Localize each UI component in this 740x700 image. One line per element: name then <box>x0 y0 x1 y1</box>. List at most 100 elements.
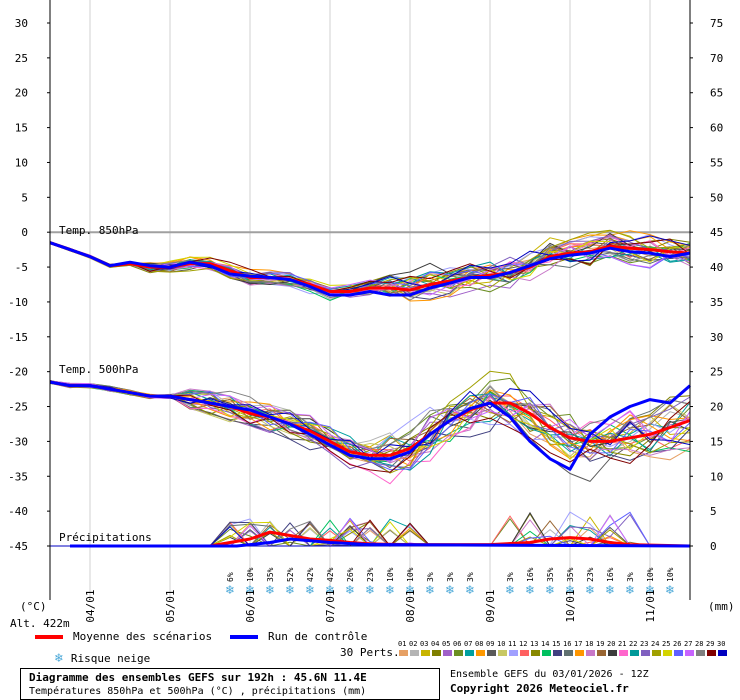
perturbation-number: 25 <box>662 640 671 648</box>
left-tick-label: -10 <box>8 296 28 309</box>
left-tick-label: 0 <box>21 226 28 239</box>
snowflake-icon: ❄ <box>425 583 435 597</box>
perturbation-swatch <box>487 650 496 656</box>
snowflake-icon: ❄ <box>525 583 535 597</box>
perturbation-swatch <box>564 650 573 656</box>
left-tick-label: 30 <box>15 17 28 30</box>
right-axis-unit: (mm) <box>708 600 735 613</box>
left-tick-label: 15 <box>15 122 28 135</box>
perturbation-swatch <box>586 650 595 656</box>
perturbation-swatch <box>410 650 419 656</box>
copyright-label: Copyright 2026 Meteociel.fr <box>450 682 629 695</box>
right-tick-label: 35 <box>710 296 723 309</box>
member-850-line <box>49 229 691 296</box>
snow-risk-value: 3% <box>506 572 515 582</box>
right-tick-label: 5 <box>710 505 717 518</box>
left-tick-label: -40 <box>8 505 28 518</box>
legend-snow-label: Risque neige <box>70 652 151 665</box>
legend-mean: Moyenne des scénarios <box>35 630 212 643</box>
right-tick-label: 25 <box>710 366 723 379</box>
perturbation-swatch <box>597 650 606 656</box>
perturbation-swatch <box>685 650 694 656</box>
perturbation-number: 10 <box>497 640 506 648</box>
left-tick-label: 5 <box>21 191 28 204</box>
perturbation-number: 07 <box>464 640 473 648</box>
snowflake-icon: ❄ <box>225 583 235 597</box>
perturbation-swatch <box>498 650 507 656</box>
control-850-line <box>49 241 691 297</box>
legend-control: Run de contrôle <box>230 630 367 643</box>
snow-risk-value: 16% <box>526 567 535 582</box>
chart-title: Diagramme des ensembles GEFS sur 192h : … <box>29 671 367 684</box>
left-tick-label: 25 <box>15 52 28 65</box>
perturbation-number: 20 <box>607 640 616 648</box>
snow-risk-value: 10% <box>406 567 415 582</box>
snowflake-icon: ❄ <box>445 583 455 597</box>
right-tick-label: 15 <box>710 435 723 448</box>
snow-risk-value: 3% <box>446 572 455 582</box>
snow-risk-value: 35% <box>266 567 275 582</box>
snow-risk-value: 3% <box>626 572 635 582</box>
snowflake-icon: ❄ <box>505 583 515 597</box>
perturbation-swatch <box>652 650 661 656</box>
right-tick-label: 65 <box>710 87 723 100</box>
snow-risk-value: 35% <box>546 567 555 582</box>
snowflake-icon: ❄ <box>285 583 295 597</box>
perturbations-label: 30 Perts. <box>340 646 400 659</box>
left-tick-label: -20 <box>8 366 28 379</box>
snow-risk-value: 3% <box>466 572 475 582</box>
grid <box>50 0 690 600</box>
snowflake-icon: ❄ <box>645 583 655 597</box>
perturbation-swatch <box>619 650 628 656</box>
snowflake-icon: ❄ <box>345 583 355 597</box>
perturbation-swatch <box>707 650 716 656</box>
snow-risk-value: 23% <box>586 567 595 582</box>
snow-risk-value: 26% <box>346 567 355 582</box>
ensemble-run-label: Ensemble GEFS du 03/01/2026 - 12Z <box>450 669 649 680</box>
snow-risk-value: 42% <box>306 567 315 582</box>
snow-risk-value: 42% <box>326 567 335 582</box>
left-tick-label: -30 <box>8 435 28 448</box>
plot-area <box>50 0 690 600</box>
left-tick-label: -5 <box>15 261 28 274</box>
perturbation-palette: 01 02 03 04 05 06 07 08 09 10 11 12 13 14 15 16 17 18 19 20… <box>398 640 733 660</box>
section-label-precip: Précipitations <box>59 531 152 544</box>
perturbation-swatch <box>674 650 683 656</box>
right-tick-label: 60 <box>710 122 723 135</box>
right-tick-label: 75 <box>710 17 723 30</box>
snowflake-icon: ❄ <box>55 651 63 666</box>
perturbation-swatch <box>399 650 408 656</box>
perturbation-number: 13 <box>530 640 539 648</box>
legend-control-swatch <box>230 634 258 639</box>
perturbation-swatch <box>553 650 562 656</box>
member-500-line <box>49 380 691 463</box>
altitude-label: Alt. 422m <box>10 617 70 630</box>
perturbation-swatch <box>465 650 474 656</box>
snowflake-icon: ❄ <box>625 583 635 597</box>
snow-risk-value: 10% <box>646 567 655 582</box>
left-tick-label: -45 <box>8 540 28 553</box>
perturbation-number: 17 <box>574 640 583 648</box>
perturbation-number: 03 <box>420 640 429 648</box>
legend-control-label: Run de contrôle <box>268 630 368 643</box>
perturbation-number: 23 <box>640 640 649 648</box>
snowflake-icon: ❄ <box>465 583 475 597</box>
right-tick-label: 50 <box>710 191 723 204</box>
perturbation-swatch <box>432 650 441 656</box>
snowflake-icon: ❄ <box>565 583 575 597</box>
title-box: Diagramme des ensembles GEFS sur 192h : … <box>20 668 440 700</box>
perturbation-number: 11 <box>508 640 517 648</box>
perturbation-number: 19 <box>596 640 605 648</box>
perturbation-number: 30 <box>717 640 726 648</box>
snow-risk-value: 52% <box>286 567 295 582</box>
x-tick-label: 10/01 <box>564 589 577 622</box>
right-tick-label: 45 <box>710 226 723 239</box>
snow-risk-value: 6% <box>226 572 235 582</box>
perturbation-swatch <box>608 650 617 656</box>
right-tick-label: 55 <box>710 156 723 169</box>
x-tick-label: 08/01 <box>404 589 417 622</box>
perturbation-number: 09 <box>486 640 495 648</box>
perturbation-number: 05 <box>442 640 451 648</box>
mean-and-control-series <box>49 241 691 548</box>
